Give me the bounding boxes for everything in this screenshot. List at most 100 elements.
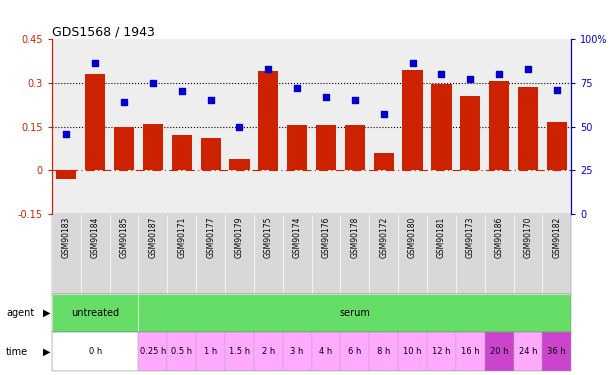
Bar bbox=[254, 333, 283, 371]
Bar bbox=[143, 124, 163, 170]
Bar bbox=[114, 127, 134, 170]
Bar bbox=[254, 214, 283, 294]
Bar bbox=[287, 125, 307, 170]
Text: GSM90176: GSM90176 bbox=[321, 217, 331, 258]
Bar bbox=[139, 333, 167, 371]
Point bbox=[148, 80, 158, 86]
Bar bbox=[398, 333, 427, 371]
Bar bbox=[514, 214, 543, 294]
Text: 1 h: 1 h bbox=[204, 347, 218, 356]
Text: GSM90175: GSM90175 bbox=[264, 217, 273, 258]
Bar bbox=[56, 170, 76, 179]
Bar bbox=[225, 214, 254, 294]
Text: 10 h: 10 h bbox=[403, 347, 422, 356]
Point bbox=[408, 60, 417, 66]
Text: 0.5 h: 0.5 h bbox=[171, 347, 192, 356]
Text: 0.25 h: 0.25 h bbox=[140, 347, 166, 356]
Bar bbox=[196, 214, 225, 294]
Point bbox=[494, 71, 504, 77]
Bar bbox=[403, 69, 423, 170]
Bar bbox=[52, 333, 139, 371]
Text: GSM90181: GSM90181 bbox=[437, 217, 446, 258]
Point bbox=[177, 88, 187, 94]
Point bbox=[292, 85, 302, 91]
Bar bbox=[369, 333, 398, 371]
Bar bbox=[139, 214, 167, 294]
Bar bbox=[489, 81, 509, 170]
Text: 20 h: 20 h bbox=[490, 347, 508, 356]
Point bbox=[466, 76, 475, 82]
Bar bbox=[427, 333, 456, 371]
Text: 24 h: 24 h bbox=[519, 347, 537, 356]
Text: time: time bbox=[6, 347, 28, 357]
Text: GSM90187: GSM90187 bbox=[148, 217, 158, 258]
Point bbox=[119, 99, 129, 105]
Point bbox=[523, 66, 533, 72]
Point bbox=[62, 130, 71, 136]
Text: GSM90177: GSM90177 bbox=[206, 217, 215, 258]
Point bbox=[437, 71, 447, 77]
Point bbox=[235, 124, 244, 130]
Bar bbox=[81, 214, 109, 294]
Text: 1.5 h: 1.5 h bbox=[229, 347, 250, 356]
Bar bbox=[369, 214, 398, 294]
Text: ▶: ▶ bbox=[43, 308, 50, 318]
Bar bbox=[52, 294, 139, 333]
Text: 16 h: 16 h bbox=[461, 347, 480, 356]
Text: GSM90174: GSM90174 bbox=[293, 217, 302, 258]
Bar bbox=[460, 96, 480, 170]
Text: 6 h: 6 h bbox=[348, 347, 362, 356]
Text: 3 h: 3 h bbox=[290, 347, 304, 356]
Text: 2 h: 2 h bbox=[262, 347, 275, 356]
Text: untreated: untreated bbox=[71, 308, 119, 318]
Bar bbox=[547, 122, 567, 170]
Text: GSM90184: GSM90184 bbox=[90, 217, 100, 258]
Bar bbox=[283, 333, 312, 371]
Text: agent: agent bbox=[6, 308, 34, 318]
Bar bbox=[514, 333, 543, 371]
Text: GSM90183: GSM90183 bbox=[62, 217, 71, 258]
Text: GSM90171: GSM90171 bbox=[177, 217, 186, 258]
Bar bbox=[167, 333, 196, 371]
Bar bbox=[200, 138, 221, 170]
Bar bbox=[139, 294, 571, 333]
Bar bbox=[345, 125, 365, 170]
Bar bbox=[485, 333, 514, 371]
Bar bbox=[485, 214, 514, 294]
Bar bbox=[172, 135, 192, 170]
Text: serum: serum bbox=[340, 308, 370, 318]
Bar bbox=[312, 333, 340, 371]
Bar bbox=[374, 153, 394, 170]
Bar bbox=[196, 333, 225, 371]
Text: GDS1568 / 1943: GDS1568 / 1943 bbox=[52, 26, 155, 39]
Bar bbox=[316, 125, 336, 170]
Point bbox=[379, 111, 389, 117]
Point bbox=[263, 66, 273, 72]
Text: 0 h: 0 h bbox=[89, 347, 102, 356]
Bar bbox=[52, 214, 81, 294]
Text: 36 h: 36 h bbox=[547, 347, 566, 356]
Bar bbox=[340, 214, 369, 294]
Text: ▶: ▶ bbox=[43, 347, 50, 357]
Bar bbox=[109, 214, 139, 294]
Text: GSM90178: GSM90178 bbox=[350, 217, 359, 258]
Text: GSM90180: GSM90180 bbox=[408, 217, 417, 258]
Point bbox=[206, 97, 216, 103]
Text: GSM90179: GSM90179 bbox=[235, 217, 244, 258]
Text: GSM90170: GSM90170 bbox=[524, 217, 533, 258]
Bar bbox=[340, 333, 369, 371]
Text: GSM90173: GSM90173 bbox=[466, 217, 475, 258]
Text: 4 h: 4 h bbox=[320, 347, 332, 356]
Bar bbox=[283, 214, 312, 294]
Text: GSM90172: GSM90172 bbox=[379, 217, 388, 258]
Bar bbox=[427, 214, 456, 294]
Bar bbox=[85, 74, 105, 170]
Text: GSM90186: GSM90186 bbox=[495, 217, 503, 258]
Bar bbox=[543, 333, 571, 371]
Point bbox=[350, 97, 360, 103]
Text: 12 h: 12 h bbox=[432, 347, 451, 356]
Bar bbox=[229, 159, 249, 170]
Bar bbox=[312, 214, 340, 294]
Bar bbox=[518, 87, 538, 170]
Bar bbox=[431, 84, 452, 170]
